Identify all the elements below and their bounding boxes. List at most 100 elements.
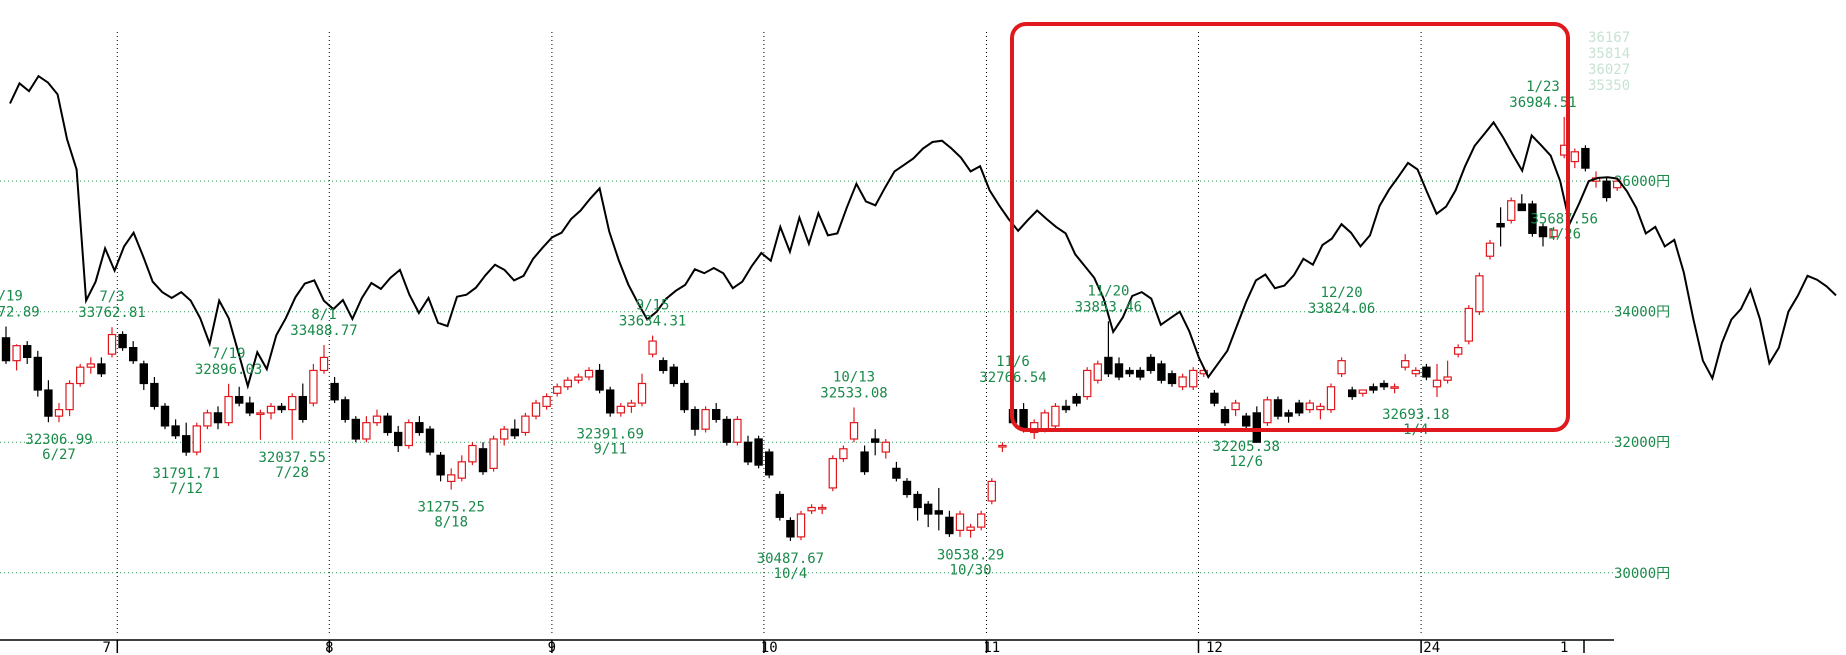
candle — [892, 461, 901, 482]
candle — [1135, 367, 1145, 381]
candle-body — [1294, 402, 1304, 414]
candle — [966, 523, 975, 538]
candle-body — [118, 333, 127, 349]
candle-body — [139, 363, 148, 385]
candle-body — [489, 438, 498, 469]
candle-body — [1379, 382, 1389, 388]
candle — [913, 491, 922, 521]
candle — [1443, 360, 1452, 384]
candle — [1263, 396, 1272, 426]
candle — [680, 380, 689, 413]
candle-body — [319, 356, 329, 372]
candle — [1231, 399, 1240, 417]
candle-body — [160, 405, 170, 427]
candle — [383, 412, 392, 436]
x-month-label: 9 — [548, 640, 556, 655]
candle-body — [1125, 369, 1134, 375]
candle — [627, 399, 636, 413]
candle — [86, 357, 95, 374]
candle — [1252, 406, 1261, 443]
candle-body — [150, 382, 159, 407]
candle-body — [1040, 412, 1049, 430]
candle — [1082, 367, 1092, 400]
candle — [1464, 305, 1473, 345]
candle-body — [1369, 386, 1378, 391]
annotation-value: 33853.46 — [1075, 299, 1142, 315]
candle — [923, 500, 933, 528]
candle — [658, 357, 668, 374]
candle-body — [436, 454, 445, 476]
annotation-value: 33488.77 — [290, 323, 357, 339]
candle-body — [12, 345, 21, 362]
comparison-line — [9, 74, 1837, 390]
candle-body — [1220, 409, 1230, 424]
candle-body — [1072, 395, 1081, 404]
x-month-label: 11 — [983, 640, 1000, 655]
candle — [23, 341, 32, 364]
candle — [1284, 409, 1293, 423]
candle-body — [510, 428, 520, 437]
candle — [129, 341, 138, 364]
candle — [860, 445, 869, 475]
candle-body — [1135, 369, 1145, 378]
candle — [1506, 197, 1516, 224]
candle-body — [256, 412, 265, 415]
annotation-value: 33772.89 — [0, 305, 40, 321]
candle — [415, 416, 424, 436]
candle — [33, 350, 43, 397]
candle-body — [1581, 147, 1590, 169]
candle — [118, 331, 127, 351]
candle-body — [478, 448, 488, 473]
candle — [531, 399, 541, 420]
candle — [976, 510, 986, 531]
candle — [1061, 399, 1071, 413]
candle-body — [1496, 222, 1505, 228]
candle — [1104, 321, 1113, 377]
candle — [1241, 412, 1251, 429]
candle-body — [1337, 360, 1346, 375]
x-month-label: 12 — [1206, 640, 1223, 655]
candle-body — [669, 366, 679, 385]
candle-body — [182, 435, 191, 453]
annotation-date: 10/13 — [833, 369, 875, 385]
x-axis: 7 8 9 10 11 12 24 1 — [0, 639, 1614, 655]
candle — [1114, 357, 1124, 381]
candle-body — [1549, 229, 1558, 238]
candle — [998, 442, 1007, 453]
candle — [478, 442, 488, 475]
candle — [754, 435, 763, 469]
candle — [1051, 403, 1060, 430]
candle-body — [764, 451, 774, 476]
candle-body — [987, 480, 997, 502]
candle-body — [637, 382, 647, 404]
candle — [1390, 383, 1399, 394]
candle — [1602, 177, 1611, 202]
candle-body — [934, 510, 944, 515]
candle — [107, 327, 117, 358]
annotation-value: 32037.55 — [258, 450, 325, 466]
candle — [605, 386, 615, 417]
candle — [500, 425, 509, 446]
candle-body — [754, 438, 763, 466]
candle-body — [892, 467, 901, 479]
annotation-value: 31275.25 — [417, 500, 484, 516]
candle — [1220, 406, 1230, 426]
candle-body — [1167, 373, 1177, 385]
candle — [1167, 370, 1177, 387]
candle — [171, 419, 180, 439]
annotation-date: 8/1 — [311, 307, 336, 323]
candle-body — [1358, 389, 1367, 394]
candle — [1475, 272, 1484, 315]
comparison-line-path — [9, 74, 1837, 390]
candle — [1453, 344, 1463, 358]
candle-body — [563, 379, 573, 388]
candle — [309, 363, 318, 407]
candle — [1538, 223, 1548, 247]
annotation-value: 33634.31 — [619, 314, 686, 330]
